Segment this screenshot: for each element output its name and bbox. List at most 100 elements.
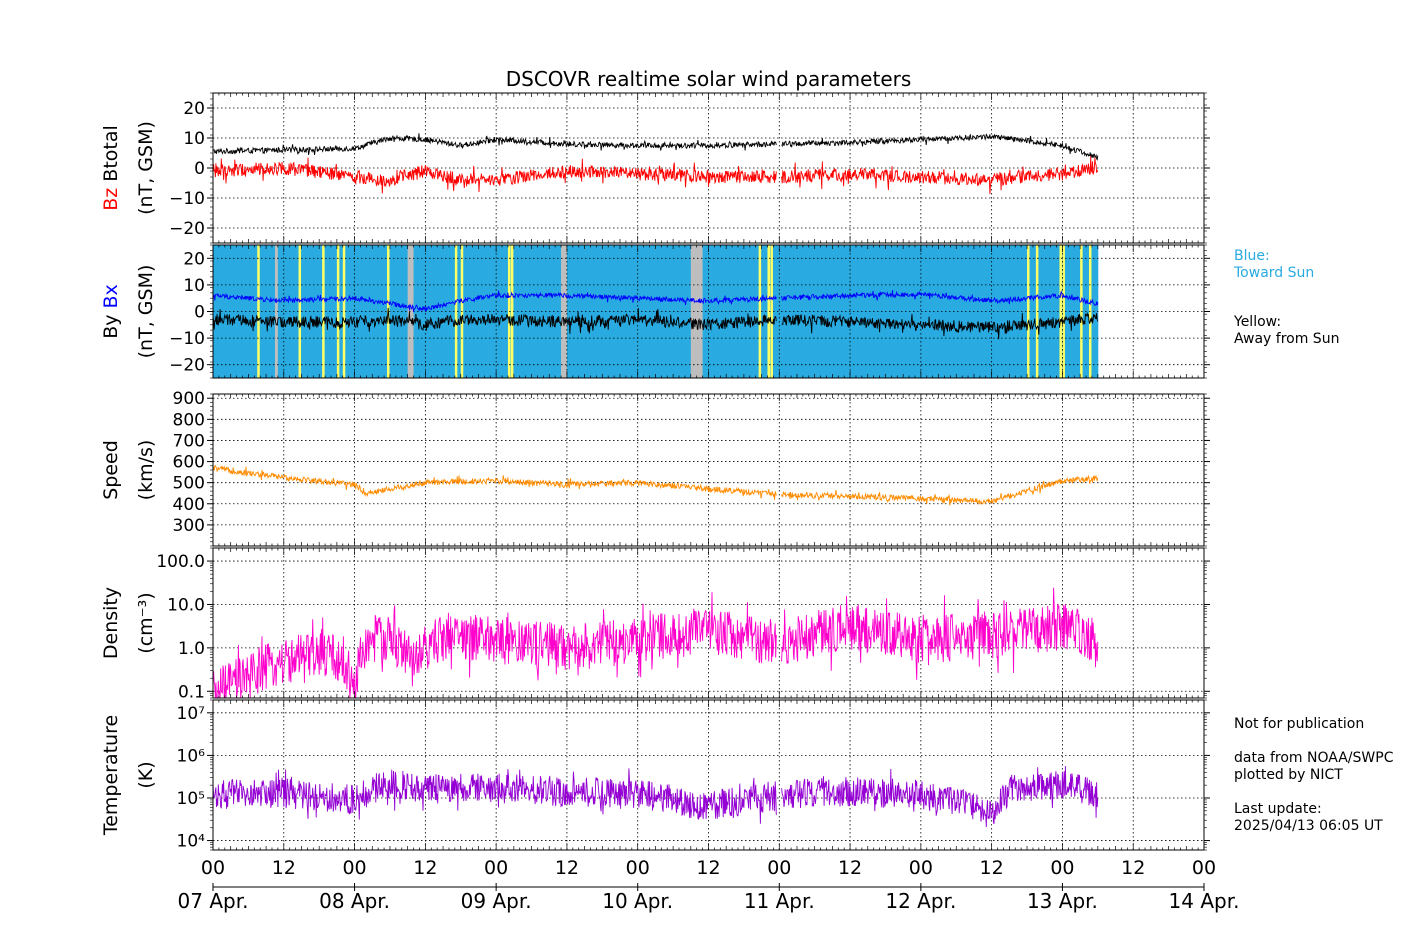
y-axis-unit: (nT, GSM) <box>135 265 157 359</box>
x-tick-label: 00 <box>1050 857 1074 879</box>
date-label: 12 Apr. <box>885 889 956 913</box>
away-from-sun-band <box>758 245 762 378</box>
magnetic-field-bx-by-panel: 20 10 0 −10 −20 By Bx (nT, GSM) <box>100 244 1210 379</box>
x-tick-label: 00 <box>342 857 366 879</box>
y-axis-label-part: Temperature <box>100 715 122 836</box>
y-axis-label-part: Btotal <box>100 125 122 188</box>
no-data-band <box>274 245 278 378</box>
y-axis-label-part: Speed <box>100 440 122 500</box>
x-tick-label: 12 <box>838 857 862 879</box>
y-axis-label: Temperature <box>100 715 122 836</box>
x-tick-label: 00 <box>767 857 791 879</box>
no-data-band <box>407 245 414 378</box>
date-label: 09 Apr. <box>461 889 532 913</box>
x-tick-label: 00 <box>484 857 508 879</box>
series-bz-line <box>212 156 1099 195</box>
y-tick-label: 0 <box>194 303 205 323</box>
series-bx-line <box>212 290 1099 313</box>
y-tick-label: 10 <box>183 276 205 296</box>
toward-sun-band <box>213 245 1099 378</box>
y-axis-label: By Bx <box>100 284 122 339</box>
legend-blue-label: Blue: Toward Sun <box>1234 248 1314 282</box>
x-tick-label: 12 <box>555 857 579 879</box>
y-tick-label: 10 <box>183 129 205 149</box>
y-tick-label: −20 <box>169 219 205 239</box>
y-axis-label: Bz Btotal <box>100 125 122 211</box>
away-from-sun-band <box>770 245 773 378</box>
proton-density-panel: 100.0 10.0 1.0 0.1 Density (cm⁻³) <box>100 547 1210 702</box>
x-tick-label: 00 <box>201 857 225 879</box>
no-data-band <box>561 245 567 378</box>
x-tick-label: 12 <box>696 857 720 879</box>
footer-notes: Not for publication data from NOAA/SWPC … <box>1234 716 1393 835</box>
legend-yellow-label: Yellow: Away from Sun <box>1234 314 1339 348</box>
away-from-sun-band <box>767 245 770 378</box>
y-tick-label: 300 <box>173 516 205 536</box>
away-from-sun-band <box>1059 245 1062 378</box>
series-speed-line <box>212 464 1099 506</box>
away-from-sun-band <box>298 245 302 378</box>
date-label: 10 Apr. <box>602 889 673 913</box>
plotted-by: plotted by NICT <box>1234 767 1343 783</box>
y-tick-label: 700 <box>173 431 205 451</box>
last-update-value: 2025/04/13 06:05 UT <box>1234 818 1383 834</box>
y-axis-label-part: By <box>100 315 122 339</box>
y-tick-label: −20 <box>169 356 205 376</box>
y-tick-label: 400 <box>173 495 205 515</box>
legend-blue-line1: Blue: <box>1234 248 1270 264</box>
date-label: 08 Apr. <box>319 889 390 913</box>
y-tick-label: 20 <box>183 99 205 119</box>
magnetic-field-btotal-bz-panel: 20 10 0 −10 −20 Bz Btotal (nT, GSM) <box>100 92 1210 244</box>
legend-yellow-line1: Yellow: <box>1234 314 1282 330</box>
y-tick-label: 600 <box>173 453 205 473</box>
y-axis-label-part: Bx <box>100 284 122 314</box>
y-axis-unit: (K) <box>135 761 157 788</box>
data-source: data from NOAA/SWPC <box>1234 750 1394 766</box>
x-tick-label: 12 <box>1121 857 1145 879</box>
x-tick-label: 00 <box>1192 857 1216 879</box>
y-tick-label: −10 <box>169 329 205 349</box>
series-by-line <box>212 307 1099 340</box>
chart-title: DSCOVR realtime solar wind parameters <box>506 67 912 91</box>
y-tick-label: 10⁶ <box>177 746 206 766</box>
y-tick-label: 0 <box>194 159 205 179</box>
y-tick-label: 1.0 <box>178 639 205 659</box>
x-tick-label: 00 <box>626 857 650 879</box>
y-tick-label: 10.0 <box>167 595 205 615</box>
legend-yellow-line2: Away from Sun <box>1234 331 1340 347</box>
y-axis-label-part: Bz <box>100 188 122 211</box>
y-axis-unit: (nT, GSM) <box>135 121 157 215</box>
y-tick-label: 10⁷ <box>177 704 206 724</box>
y-axis-label: Speed <box>100 440 122 500</box>
y-axis-unit: (cm⁻³) <box>135 592 157 653</box>
y-tick-label: 10⁵ <box>177 789 205 809</box>
date-label: 07 Apr. <box>178 889 249 913</box>
y-tick-label: 900 <box>173 389 205 409</box>
x-tick-label: 12 <box>413 857 437 879</box>
y-tick-label: −10 <box>169 189 205 209</box>
away-from-sun-band <box>342 245 346 378</box>
y-axis-unit: (km/s) <box>135 440 157 501</box>
x-tick-label: 12 <box>272 857 296 879</box>
y-tick-label: 0.1 <box>178 682 205 702</box>
away-from-sun-band <box>1027 245 1030 378</box>
away-from-sun-band <box>510 245 514 378</box>
last-update-label: Last update: <box>1234 801 1322 817</box>
y-tick-label: 10⁴ <box>177 832 206 852</box>
series-temperature-line <box>212 766 1099 828</box>
series-density-line <box>212 587 1099 699</box>
date-label: 13 Apr. <box>1027 889 1098 913</box>
y-tick-label: 100.0 <box>156 552 205 572</box>
y-tick-label: 20 <box>183 249 205 269</box>
y-tick-label: 500 <box>173 474 205 494</box>
legend-blue-line2: Toward Sun <box>1234 265 1315 281</box>
away-from-sun-band <box>454 245 458 378</box>
y-tick-label: 800 <box>173 410 205 430</box>
away-from-sun-band <box>322 245 325 378</box>
not-for-publication: Not for publication <box>1234 716 1365 732</box>
y-axis-label-part: Density <box>100 587 122 659</box>
series-btotal-line <box>212 133 1099 161</box>
no-data-band <box>690 245 703 378</box>
